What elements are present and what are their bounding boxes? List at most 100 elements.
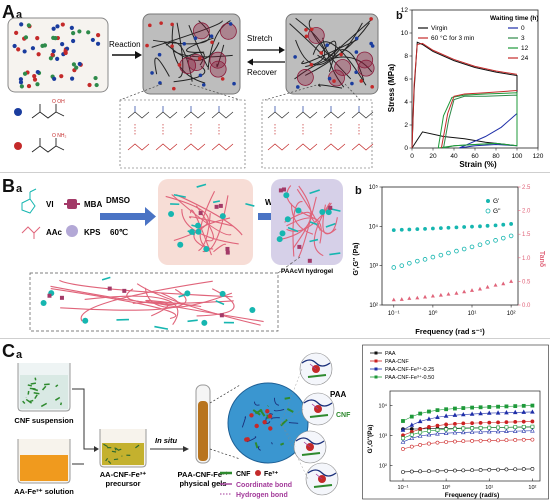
- vi-cluster: [249, 306, 256, 313]
- vi-segment: [173, 193, 186, 198]
- y-tick-label: 10⁵: [369, 184, 379, 191]
- gel-network-2: [276, 185, 341, 263]
- tan-delta-point: [391, 297, 396, 302]
- backbone: [183, 111, 206, 119]
- backbone: [267, 111, 290, 119]
- mba-crosslink: [107, 286, 112, 291]
- g-double-prime-point: [391, 265, 397, 270]
- g-double-prime-point: [454, 248, 459, 254]
- data-point: [409, 435, 415, 440]
- panel-c-schematic: CNF suspension AA-Fe³⁺ solution AA-CNF-F…: [14, 352, 351, 499]
- monomer-dot: [19, 22, 24, 27]
- crosslink-cluster: [209, 51, 227, 69]
- data-point: [409, 444, 414, 449]
- mba-crosslink: [328, 205, 333, 210]
- sphere-network: [241, 396, 299, 451]
- data-point: [487, 438, 492, 443]
- vi-segment: [187, 319, 198, 323]
- polymer-chain: [186, 37, 214, 53]
- data-point: [530, 409, 535, 414]
- coordinate-bond: [309, 363, 317, 370]
- vi-cluster: [279, 230, 286, 237]
- stress-strain-chart: Stress (MPa) Strain (%) Waiting time (h)…: [387, 7, 544, 169]
- cnf-fiber: [135, 444, 140, 449]
- data-point: [495, 428, 501, 434]
- data-point: [504, 404, 509, 409]
- data-point: [486, 429, 492, 434]
- monomer-dot: [198, 73, 203, 78]
- panel-a: A a Reaction Stretch Recover: [0, 0, 550, 170]
- monomer-dot: [35, 36, 40, 41]
- monomer-dot: [332, 79, 336, 83]
- coordinate-bond: [315, 473, 323, 480]
- data-point: [470, 421, 474, 426]
- g-double-prime-point: [407, 260, 412, 266]
- paa-chain: [241, 416, 247, 428]
- test-tube: [195, 384, 211, 464]
- series-line-5: [440, 90, 518, 149]
- fe-ion: [268, 426, 273, 431]
- data-point: [453, 439, 457, 444]
- vi-segment: [329, 252, 341, 256]
- monomer-dot: [93, 75, 98, 81]
- mba-crosslink: [278, 188, 283, 193]
- monomer-dot: [26, 83, 32, 89]
- backbone: [183, 143, 206, 151]
- data-point: [427, 429, 431, 433]
- monomer-dot: [159, 21, 163, 25]
- monomer-dot: [26, 23, 31, 28]
- polymer-chain: [324, 19, 372, 62]
- y2-tick-label: 0.0: [522, 303, 531, 309]
- polymer-chain: [151, 20, 223, 48]
- monomer-dot: [35, 82, 40, 87]
- legend-label: 3: [521, 35, 525, 42]
- backbone: [155, 111, 178, 119]
- data-point: [435, 431, 440, 436]
- data-point: [409, 469, 414, 474]
- fe-ion: [267, 414, 273, 419]
- monomer-dot: [71, 38, 76, 44]
- cnf-fiber: [118, 448, 122, 451]
- mba-crosslink: [59, 295, 64, 300]
- monomer-dot: [18, 77, 24, 82]
- backbone: [127, 111, 150, 119]
- cnf-fiber: [27, 390, 30, 395]
- data-point: [513, 419, 518, 424]
- monomer-dot: [325, 43, 329, 47]
- polymer-chain: [318, 84, 343, 89]
- tan-delta-point: [407, 296, 412, 300]
- data-point: [409, 414, 414, 419]
- legend-label: PAA-CNF: [385, 359, 409, 365]
- y-tick-label: 6: [404, 76, 408, 83]
- polymer-chain: [216, 44, 225, 68]
- panel-c-letter: C: [2, 341, 15, 361]
- data-point: [460, 429, 466, 435]
- b-xlabel: Frequency (rad s⁻¹): [415, 327, 485, 336]
- data-point: [530, 424, 535, 429]
- monomer-dot: [172, 86, 176, 91]
- data-point: [478, 438, 483, 443]
- vi-segment: [215, 300, 225, 306]
- data-point: [530, 419, 535, 424]
- monomer-dot: [354, 50, 359, 54]
- data-point: [496, 425, 500, 430]
- monomer-dot: [96, 33, 101, 38]
- monomer-dot: [55, 24, 60, 29]
- vi-cluster: [325, 209, 332, 216]
- legend-label: 60 °C for 3 min: [431, 34, 475, 42]
- g-prime-point: [407, 227, 412, 232]
- monomer-dot: [32, 74, 37, 79]
- tan-delta-point: [501, 281, 506, 286]
- data-point: [435, 414, 440, 419]
- x-tick-label: 0: [410, 153, 414, 160]
- cnf-fiber: [41, 385, 47, 391]
- y-tick-label: 2: [404, 122, 408, 129]
- data-point: [453, 406, 457, 411]
- g-prime-point: [493, 223, 498, 228]
- paac-chain: [132, 301, 169, 317]
- cnf-fiber: [114, 447, 117, 451]
- paac-chain: [296, 188, 321, 231]
- polymer-chain: [294, 56, 373, 80]
- data-point: [487, 420, 492, 425]
- x-tick-label: 60: [471, 153, 479, 160]
